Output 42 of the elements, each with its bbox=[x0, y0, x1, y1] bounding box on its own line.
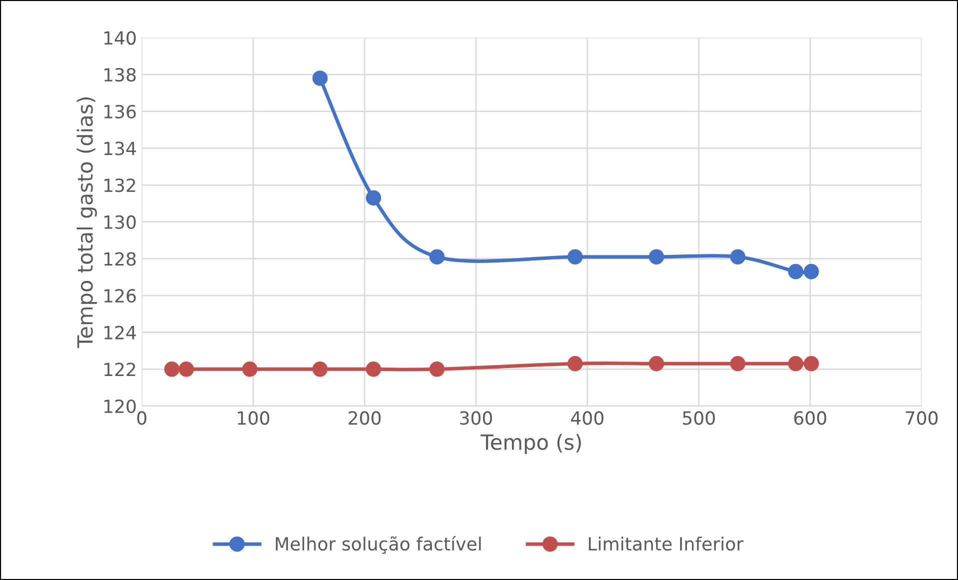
point bbox=[366, 362, 382, 377]
x-axis-title: Tempo (s) bbox=[480, 434, 581, 454]
y-tick-label: 132 bbox=[104, 178, 136, 192]
point bbox=[804, 264, 819, 280]
point bbox=[567, 249, 583, 264]
point bbox=[366, 190, 382, 206]
y-tick-label: 120 bbox=[104, 399, 136, 414]
point bbox=[312, 70, 328, 86]
x-tick-label: 100 bbox=[238, 411, 270, 425]
y-tick-label: 130 bbox=[104, 215, 136, 229]
y-tick-label: 128 bbox=[104, 252, 136, 266]
y-tick-label: 138 bbox=[104, 68, 136, 82]
point bbox=[312, 362, 328, 377]
point bbox=[648, 249, 664, 264]
point bbox=[804, 356, 819, 372]
y-tick-label: 136 bbox=[104, 104, 136, 118]
y-tick-label: 126 bbox=[104, 288, 136, 303]
x-tick-label: 200 bbox=[348, 411, 381, 425]
legend-label: Limitante Inferior bbox=[588, 536, 744, 551]
point bbox=[788, 356, 804, 372]
point bbox=[730, 249, 746, 264]
y-tick-label: 140 bbox=[104, 31, 136, 45]
point bbox=[178, 362, 194, 377]
point bbox=[164, 362, 180, 377]
y-axis-title: Tempo total gasto (dias) bbox=[76, 97, 97, 348]
point bbox=[242, 362, 258, 377]
x-tick-label: 600 bbox=[794, 411, 826, 425]
point bbox=[567, 356, 583, 372]
x-tick-label: 300 bbox=[460, 411, 492, 425]
point bbox=[429, 362, 445, 377]
point bbox=[788, 264, 804, 280]
point bbox=[648, 356, 664, 372]
x-tick-label: 700 bbox=[906, 411, 938, 425]
x-tick-label: 0 bbox=[137, 411, 146, 425]
legend-label: Melhor solução factível bbox=[276, 536, 481, 554]
x-tick-label: 500 bbox=[682, 411, 715, 425]
x-tick-label: 400 bbox=[571, 411, 604, 425]
point bbox=[730, 356, 746, 372]
y-tick-label: 134 bbox=[104, 142, 136, 156]
point bbox=[429, 249, 445, 264]
y-tick-label: 124 bbox=[104, 326, 136, 340]
y-tick-label: 122 bbox=[104, 362, 136, 376]
